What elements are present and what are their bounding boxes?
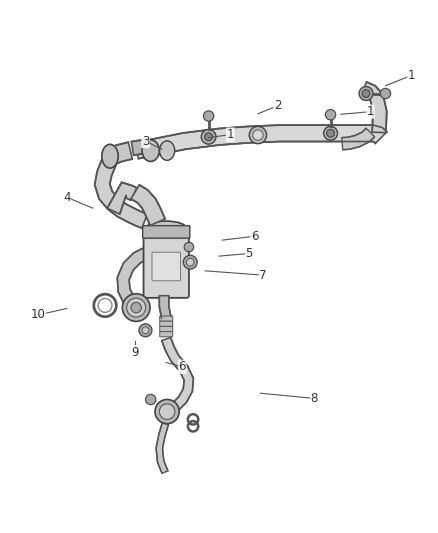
Polygon shape [159,296,171,318]
Polygon shape [95,160,147,228]
Text: 10: 10 [31,309,46,321]
Circle shape [127,298,146,317]
Text: 1: 1 [367,105,374,118]
Polygon shape [117,248,148,312]
Circle shape [253,130,263,140]
Circle shape [186,259,194,266]
Circle shape [131,302,141,313]
Circle shape [122,294,150,321]
Circle shape [327,130,335,137]
FancyBboxPatch shape [143,225,190,238]
Circle shape [142,327,149,334]
Text: 5: 5 [246,247,253,260]
Polygon shape [135,125,387,159]
Polygon shape [156,423,169,473]
Polygon shape [342,128,374,150]
Ellipse shape [142,140,159,161]
Text: 9: 9 [131,345,138,359]
FancyBboxPatch shape [144,227,189,298]
Polygon shape [131,185,165,225]
Ellipse shape [159,141,175,160]
FancyBboxPatch shape [160,326,173,332]
Circle shape [324,126,338,140]
FancyBboxPatch shape [160,316,173,321]
Circle shape [139,324,152,337]
FancyBboxPatch shape [160,321,173,326]
Text: 3: 3 [142,135,149,148]
Circle shape [359,86,373,100]
Circle shape [159,404,175,419]
Text: 1: 1 [408,69,415,82]
Text: 7: 7 [259,269,267,281]
Text: 1: 1 [226,128,234,141]
FancyBboxPatch shape [152,252,180,281]
Circle shape [249,126,267,144]
Circle shape [201,130,216,144]
Polygon shape [131,140,149,155]
Circle shape [325,109,336,120]
Text: 8: 8 [311,392,318,405]
Text: 4: 4 [63,191,71,204]
Circle shape [205,133,212,141]
Polygon shape [361,82,387,133]
Text: 6: 6 [251,230,258,243]
FancyBboxPatch shape [160,332,173,337]
Ellipse shape [102,144,118,168]
Circle shape [184,255,197,269]
Circle shape [380,88,391,99]
Circle shape [145,394,156,405]
Text: 2: 2 [274,99,282,112]
Circle shape [184,243,194,252]
Text: 6: 6 [179,360,186,373]
Circle shape [203,111,214,121]
Circle shape [155,399,179,424]
Polygon shape [162,337,194,416]
Polygon shape [108,142,132,165]
Ellipse shape [146,221,187,236]
Circle shape [362,90,370,98]
Polygon shape [107,182,137,214]
